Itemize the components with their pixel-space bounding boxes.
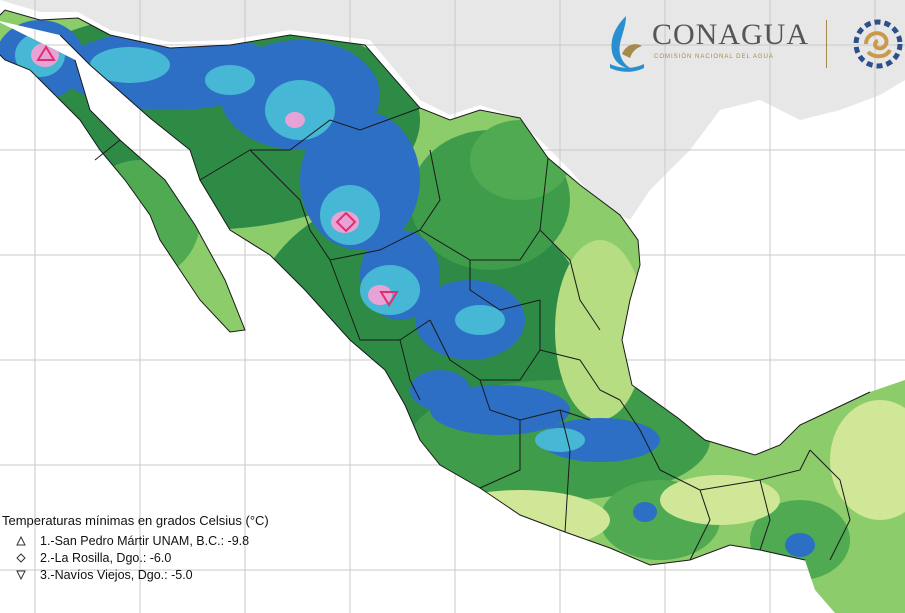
logo-divider xyxy=(826,20,827,68)
marker-3-triangle-down xyxy=(379,291,399,307)
marker-2-diamond xyxy=(335,211,357,233)
state-borders xyxy=(0,9,871,566)
conagua-emblem-icon xyxy=(610,16,644,72)
station-markers xyxy=(36,45,399,307)
legend-item-label: 3.-Navíos Viejos, Dgo.: -5.0 xyxy=(40,567,193,582)
legend-item-label: 1.-San Pedro Mártir UNAM, B.C.: -9.8 xyxy=(40,533,250,548)
legend-title: Temperaturas mínimas en grados Celsius (… xyxy=(2,513,269,528)
brand-name: CONAGUA xyxy=(652,18,809,51)
triangle-up-icon xyxy=(2,535,36,546)
marker-1-triangle-up xyxy=(36,45,56,61)
usa-land xyxy=(0,0,905,220)
triangle-down-icon xyxy=(2,570,36,580)
government-emblem-icon xyxy=(853,19,903,69)
map-legend: Temperaturas mínimas en grados Celsius (… xyxy=(2,513,382,583)
legend-item: 2.-La Rosilla, Dgo.: -6.0 xyxy=(2,549,382,566)
conagua-logo: CONAGUA COMISIÓN NACIONAL DEL AGUA xyxy=(604,12,905,76)
brand-subtitle: COMISIÓN NACIONAL DEL AGUA xyxy=(654,54,774,60)
legend-item-label: 2.-La Rosilla, Dgo.: -6.0 xyxy=(40,550,172,565)
legend-item: 1.-San Pedro Mártir UNAM, B.C.: -9.8 xyxy=(2,532,382,549)
diamond-icon xyxy=(2,552,36,563)
legend-item: 3.-Navíos Viejos, Dgo.: -5.0 xyxy=(2,566,382,583)
